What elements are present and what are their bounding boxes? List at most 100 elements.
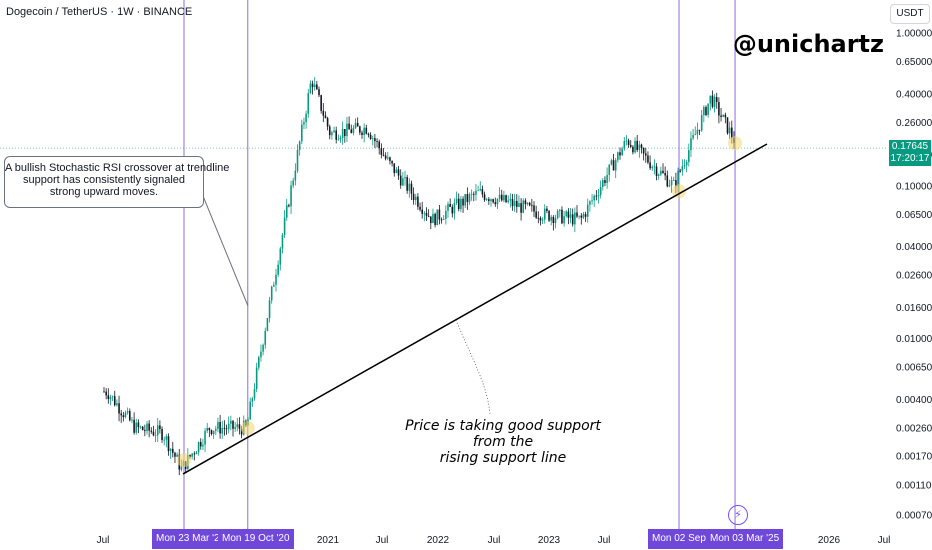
candle-body — [494, 202, 497, 205]
candle-body — [681, 166, 684, 171]
candle-body — [451, 206, 454, 214]
candle-body — [606, 174, 608, 183]
candle-body — [597, 195, 600, 197]
candle-body — [645, 153, 647, 156]
candle-body — [700, 115, 703, 131]
candle-body — [172, 448, 174, 453]
candle-body — [399, 175, 402, 186]
candle-body — [316, 84, 318, 90]
candle-body — [696, 129, 699, 135]
candle-body — [387, 157, 389, 159]
candle-body — [148, 423, 150, 431]
candle-body — [335, 130, 337, 140]
candle-body — [109, 396, 112, 400]
candle-body — [561, 209, 563, 224]
candle-body — [378, 141, 380, 149]
candle-body — [718, 102, 720, 116]
flash-icon[interactable]: ⚡ — [728, 505, 748, 525]
candle-body — [507, 200, 509, 203]
candle-body — [391, 160, 393, 164]
candle-body — [251, 398, 254, 402]
candle-body — [313, 84, 316, 88]
candle-body — [642, 147, 645, 154]
candle-body — [283, 217, 286, 235]
candle-body — [421, 209, 423, 214]
candle-body — [103, 391, 105, 393]
candle-body — [408, 183, 411, 191]
candle-body — [653, 166, 656, 168]
candle-body — [230, 420, 232, 424]
candle-body — [234, 427, 236, 429]
y-tick-label: 0.00110 — [896, 481, 932, 492]
y-tick-label: 0.00070 — [896, 511, 932, 522]
x-tick-label: 2022 — [427, 535, 450, 546]
candle-body — [318, 89, 320, 96]
candle-body — [275, 274, 277, 285]
chart-title: Dogecoin / TetherUS · 1W · BINANCE — [6, 6, 193, 18]
candle-body — [223, 427, 226, 429]
candle-body — [559, 209, 561, 211]
candle-body — [670, 180, 673, 186]
candle-body — [520, 203, 522, 213]
candle-body — [457, 198, 460, 210]
candle-body — [627, 140, 630, 145]
candle-body — [565, 211, 568, 217]
candle-body — [524, 200, 527, 205]
candle-body — [152, 431, 155, 436]
candle-body — [449, 204, 451, 207]
candle-body — [301, 124, 303, 142]
candle-body — [225, 428, 228, 430]
candle-body — [215, 428, 217, 431]
candle-body — [141, 426, 144, 431]
x-tick-label: 2023 — [538, 535, 561, 546]
candle-body — [442, 218, 445, 220]
candle-body — [116, 403, 118, 406]
candle-body — [303, 122, 305, 125]
candle-body — [503, 195, 505, 201]
candle-body — [326, 118, 329, 127]
candle-body — [481, 189, 484, 195]
candle-body — [180, 466, 183, 470]
candle-body — [359, 126, 361, 133]
candle-body — [692, 135, 694, 139]
candle-body — [664, 173, 666, 176]
candle-body — [709, 95, 712, 104]
candle-body — [672, 180, 675, 181]
candle-body — [688, 150, 690, 162]
candle-body — [354, 122, 357, 128]
candle-body — [236, 424, 239, 428]
candle-body — [126, 411, 129, 413]
candle-body — [348, 123, 350, 130]
support-trendline[interactable] — [182, 143, 768, 475]
candle-body — [118, 403, 120, 414]
touch-highlight — [672, 184, 687, 199]
candle-body — [578, 215, 580, 217]
date-marker-4: Mon 03 Mar '25 — [706, 529, 784, 549]
y-tick-label: 0.01600 — [896, 303, 932, 314]
candle-body — [655, 166, 658, 176]
candle-body — [586, 204, 589, 217]
date-marker-1: Mon 23 Mar '20 — [152, 529, 230, 549]
candle-body — [285, 205, 288, 218]
candle-body — [567, 211, 570, 218]
candle-body — [384, 155, 387, 159]
candle-body — [266, 318, 269, 331]
candle-body — [260, 351, 262, 358]
candle-body — [294, 170, 297, 181]
candle-body — [490, 199, 492, 201]
candle-body — [341, 129, 344, 138]
candle-body — [703, 107, 705, 116]
callout-line-3: strong upward moves. — [49, 186, 159, 198]
candle-body — [513, 201, 516, 207]
candle-body — [477, 190, 479, 192]
price-unit[interactable]: USDT — [890, 4, 930, 24]
candle-body — [554, 218, 557, 223]
candle-body — [516, 201, 518, 207]
candle-body — [176, 454, 178, 457]
candle-body — [146, 423, 148, 432]
candle-body — [427, 215, 430, 217]
candle-body — [159, 425, 161, 430]
candle-body — [417, 196, 419, 207]
candle-body — [337, 139, 340, 141]
